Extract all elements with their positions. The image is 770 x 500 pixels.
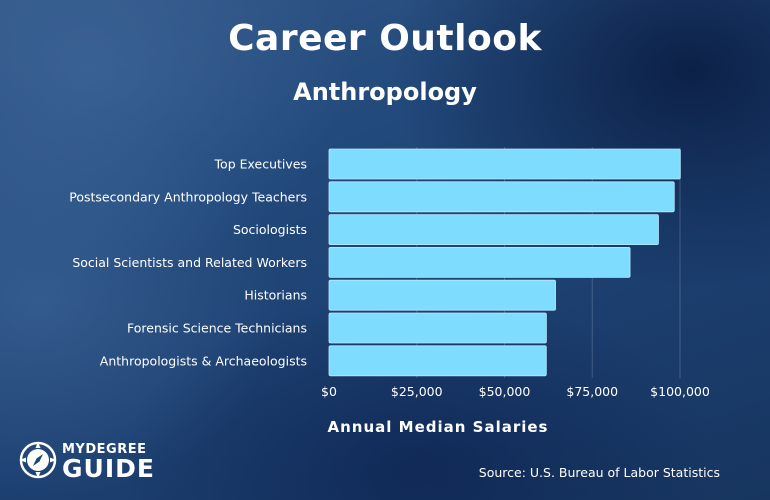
bar [328,246,631,278]
x-tick-label: $50,000 [479,384,531,399]
category-label: Forensic Science Technicians [127,321,307,336]
bar [328,148,681,180]
compass-icon [19,441,57,479]
category-label: Sociologists [233,222,307,237]
category-label: Top Executives [214,157,307,172]
x-axis-label: Annual Median Salaries [327,418,549,436]
category-label: Historians [244,288,307,303]
logo-text-top: MYDEGREE [62,442,147,457]
bar [328,345,547,377]
logo-text-bottom: GUIDE [62,454,155,483]
category-label: Postsecondary Anthropology Teachers [69,189,307,204]
category-label: Social Scientists and Related Workers [72,255,307,270]
source-note: Source: U.S. Bureau of Labor Statistics [478,465,720,480]
x-tick-label: $75,000 [566,384,618,399]
x-tick-label: $0 [321,384,337,399]
chart-title: Career Outlook [228,18,542,59]
mydegreeguide-logo: MYDEGREE GUIDE [18,440,188,488]
category-label: Anthropologists & Archaeologists [100,353,307,368]
x-tick-label: $100,000 [650,384,710,399]
bar [328,312,547,344]
bar [328,214,659,246]
bar [328,279,556,311]
x-tick-label: $25,000 [391,384,443,399]
bar [328,181,675,213]
chart-subtitle: Anthropology [293,78,477,106]
